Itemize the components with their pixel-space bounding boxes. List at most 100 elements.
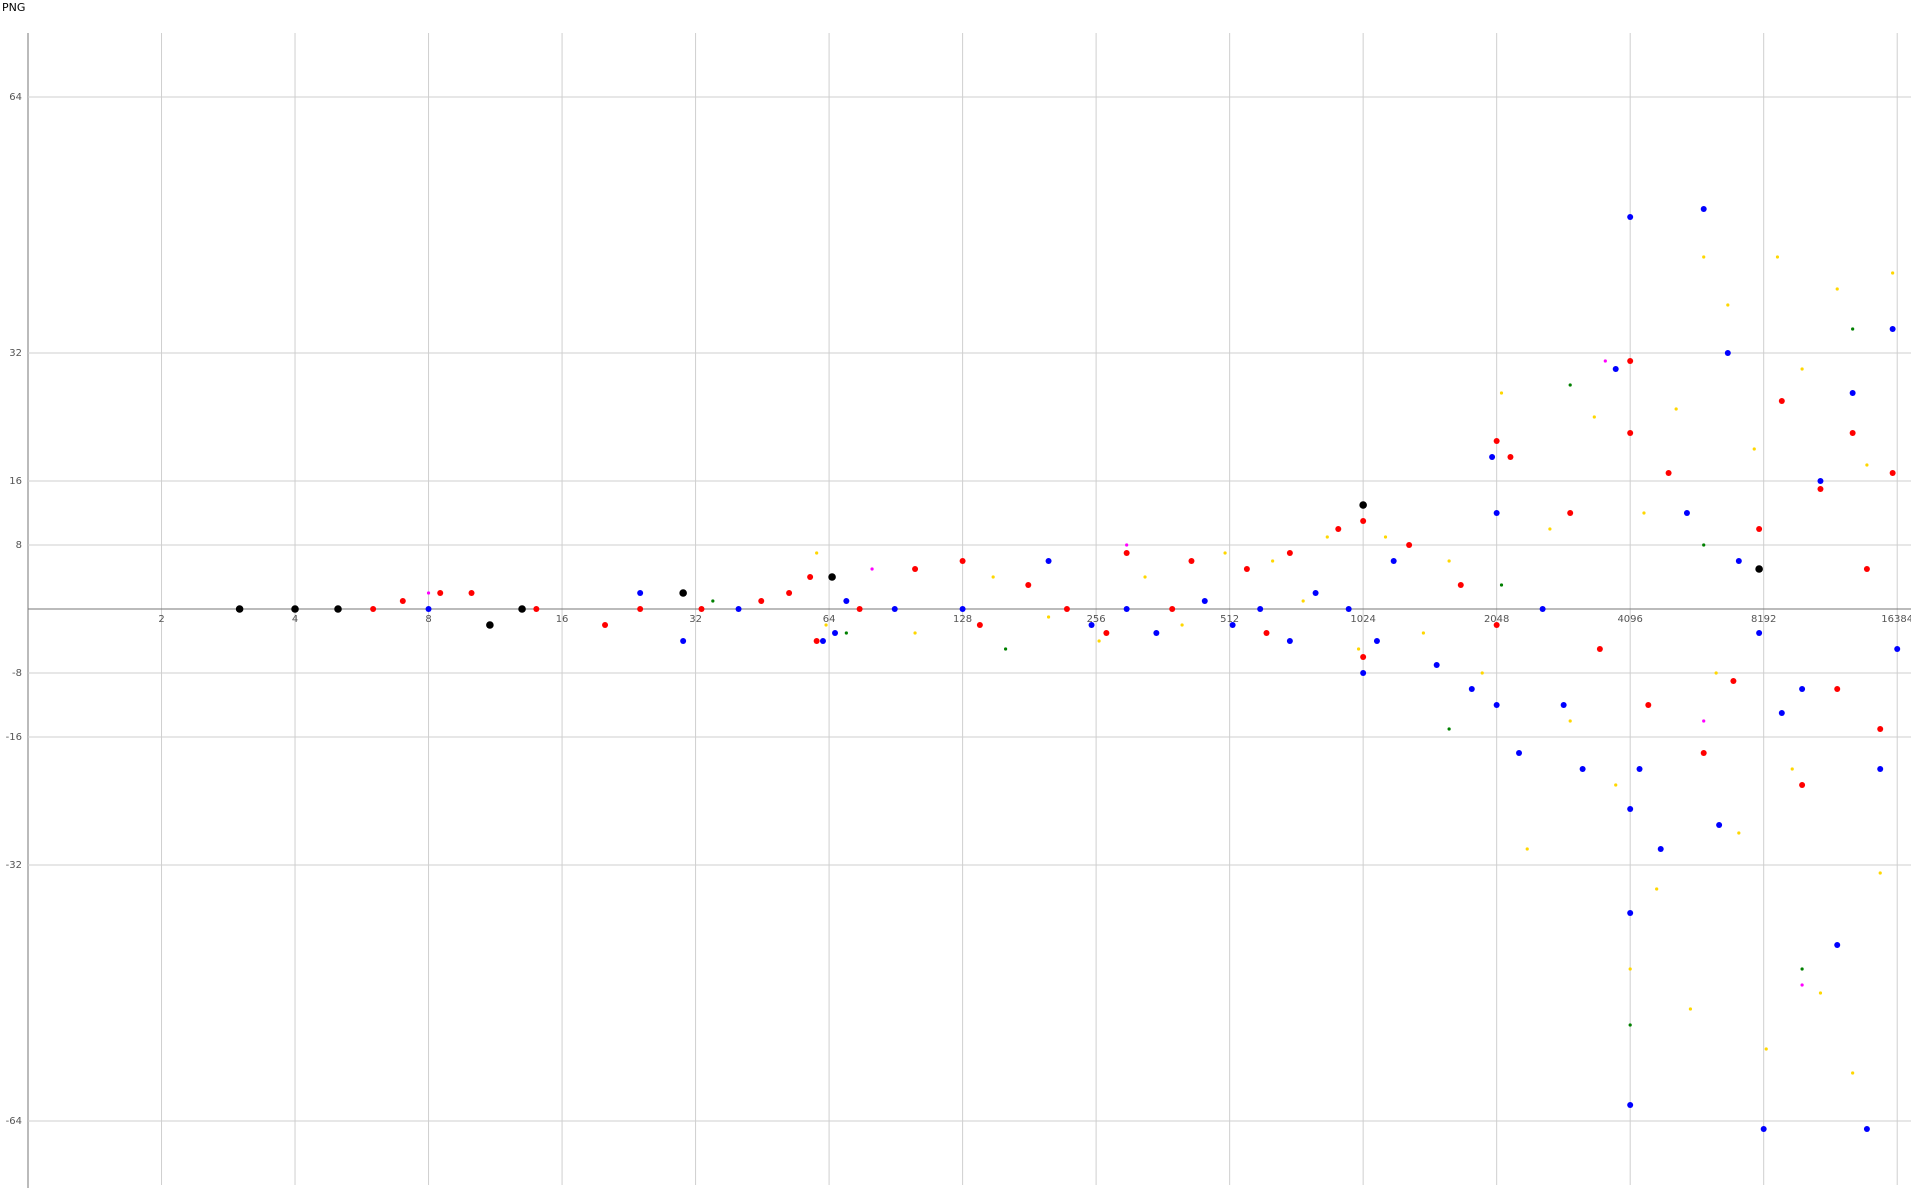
point — [1756, 526, 1763, 532]
point — [1045, 558, 1052, 564]
point — [1627, 1102, 1634, 1108]
point — [959, 606, 966, 612]
point — [1063, 606, 1070, 612]
point — [1201, 598, 1208, 604]
y-tick-label: -8 — [12, 668, 22, 679]
point — [1359, 501, 1367, 509]
point — [1889, 470, 1896, 476]
point — [819, 638, 826, 644]
point — [1700, 750, 1707, 756]
point — [1655, 887, 1659, 891]
point — [828, 573, 836, 581]
point — [1421, 631, 1425, 635]
x-tick-label: 2 — [158, 614, 164, 625]
point — [1447, 727, 1451, 731]
point — [533, 606, 540, 612]
point — [1891, 271, 1895, 275]
chart-title: PNG — [2, 1, 25, 14]
point — [1818, 991, 1823, 995]
point — [1817, 478, 1824, 484]
point — [1223, 551, 1227, 555]
point — [1489, 454, 1496, 460]
point — [1499, 391, 1504, 395]
point — [1579, 766, 1586, 772]
x-tick-label: 4 — [292, 614, 298, 625]
point — [1335, 526, 1342, 532]
point — [1373, 638, 1380, 644]
point — [1863, 566, 1870, 572]
point — [1627, 806, 1634, 812]
point — [1539, 606, 1546, 612]
point — [1003, 647, 1008, 651]
point — [602, 622, 609, 628]
point — [1263, 630, 1270, 636]
point — [1778, 398, 1785, 404]
point — [913, 631, 917, 635]
point — [1834, 686, 1841, 692]
point — [912, 566, 919, 572]
y-tick-label: 32 — [9, 348, 22, 359]
point — [991, 575, 995, 579]
point — [1516, 750, 1523, 756]
point — [518, 605, 526, 613]
point — [1799, 782, 1806, 788]
point — [1433, 662, 1440, 668]
point — [1726, 303, 1730, 307]
point — [1760, 1126, 1767, 1132]
point — [1889, 326, 1896, 332]
point — [1493, 702, 1500, 708]
point — [1688, 1007, 1693, 1011]
point — [1877, 766, 1884, 772]
point — [1702, 255, 1706, 259]
point — [1817, 486, 1824, 492]
point — [1457, 582, 1464, 588]
point — [1863, 1126, 1870, 1132]
point — [399, 598, 406, 604]
y-tick-label: -32 — [6, 860, 22, 871]
point — [1835, 287, 1839, 291]
point — [1360, 670, 1367, 676]
y-tick-label: 8 — [16, 540, 22, 551]
point — [807, 574, 814, 580]
point — [1775, 255, 1780, 259]
point — [1755, 565, 1763, 573]
point — [1665, 470, 1672, 476]
point — [1312, 590, 1319, 596]
point — [758, 598, 765, 604]
point — [1499, 583, 1504, 587]
point — [1301, 599, 1305, 603]
point — [1735, 558, 1742, 564]
point — [1628, 1023, 1632, 1027]
point — [679, 589, 687, 597]
point — [1778, 710, 1785, 716]
point — [1756, 630, 1763, 636]
point — [1243, 566, 1250, 572]
point — [1169, 606, 1176, 612]
point — [1286, 638, 1293, 644]
point — [711, 599, 715, 603]
point — [1849, 390, 1856, 396]
x-tick-label: 64 — [823, 614, 836, 625]
x-tick-label: 16384 — [1881, 614, 1911, 625]
point — [1560, 702, 1567, 708]
point — [1627, 430, 1634, 436]
point — [425, 606, 432, 612]
point — [235, 605, 244, 613]
point — [959, 558, 966, 564]
point — [1642, 511, 1646, 515]
point — [1123, 606, 1130, 612]
point — [1877, 726, 1884, 732]
y-tick-label: -64 — [6, 1116, 22, 1127]
point — [1468, 686, 1475, 692]
point — [1764, 1047, 1768, 1051]
point — [468, 590, 475, 596]
x-tick-label: 512 — [1220, 614, 1239, 625]
point — [1143, 575, 1147, 579]
point — [1548, 527, 1552, 531]
point — [1800, 983, 1804, 987]
point — [1088, 622, 1095, 628]
point — [1683, 510, 1690, 516]
point — [844, 631, 848, 635]
point — [1627, 358, 1634, 364]
